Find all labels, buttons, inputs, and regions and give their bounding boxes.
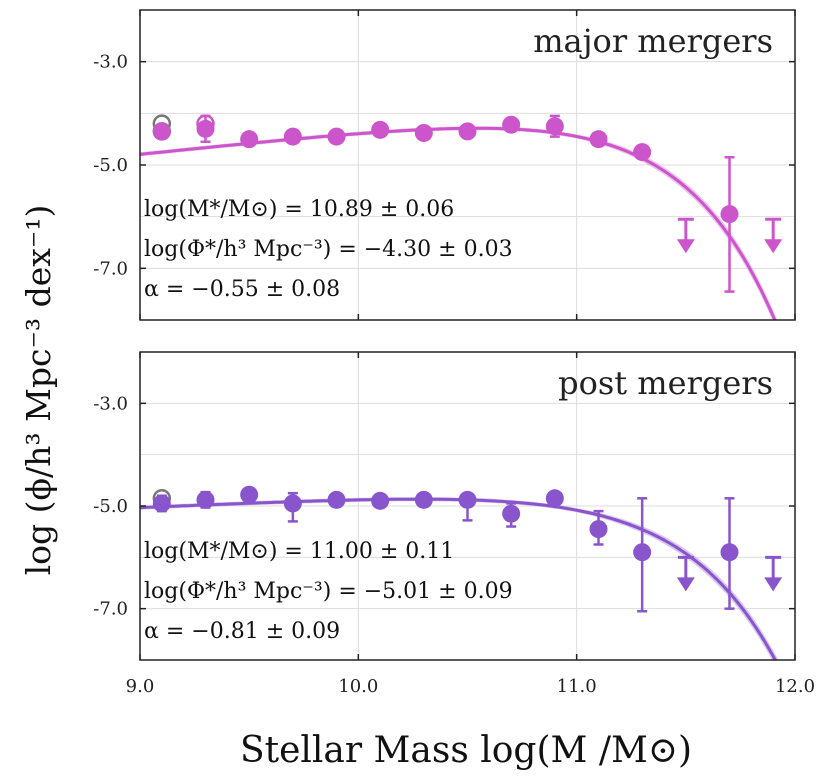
data-point [633, 143, 652, 162]
fit-parameter-annotation: α = −0.55 ± 0.08 [144, 277, 340, 302]
upper-limit-arrowhead [764, 239, 783, 254]
data-point [720, 543, 739, 562]
data-point [545, 489, 564, 508]
panel-title: post mergers [558, 364, 773, 402]
x-tick-label: 11.0 [557, 676, 597, 697]
data-point [458, 122, 477, 141]
upper-limit-arrowhead [764, 577, 783, 592]
fit-parameter-annotation: log(Φ*/h³ Mpc⁻³) = −5.01 ± 0.09 [144, 579, 513, 604]
data-point [240, 130, 259, 149]
data-point [589, 130, 608, 149]
y-axis-label: log (ϕ/h³ Mpc⁻³ dex⁻¹) [19, 205, 58, 576]
panel-major-mergers: -3.0 -5.0 -7.0 major mergers log(M*/M⊙) = 10… [93, 9, 796, 321]
panel-title: major mergers [533, 22, 773, 60]
upper-limit-arrowhead [676, 239, 695, 254]
data-point [283, 494, 302, 513]
data-point [196, 490, 215, 509]
y-tick-label: -7.0 [93, 258, 128, 279]
x-tick-label: 10.0 [338, 676, 378, 697]
y-tick-label: -5.0 [93, 155, 128, 176]
data-point [720, 205, 739, 224]
data-point [152, 122, 171, 141]
fit-group [140, 485, 783, 660]
y-tick-label: -7.0 [93, 599, 128, 620]
data-point [371, 120, 390, 139]
y-tick-label: -3.0 [93, 393, 128, 414]
data-point [371, 491, 390, 510]
data-point [240, 485, 259, 504]
y-tick-label: -5.0 [93, 496, 128, 517]
y-tick-label: -3.0 [93, 52, 128, 73]
panel-post-mergers: -3.0 -5.0 -7.0 9.0 10.0 11.0 12.0 post mergers l… [93, 351, 815, 697]
upper-limit-arrowhead [676, 577, 695, 592]
data-point [502, 504, 521, 523]
x-axis-label: Stellar Mass log(M /M⊙) [240, 730, 692, 771]
data-point [327, 127, 346, 146]
data-point [327, 490, 346, 509]
x-tick-label: 9.0 [126, 676, 155, 697]
data-point [545, 117, 564, 136]
fit-parameter-annotation: log(M*/M⊙) = 10.89 ± 0.06 [144, 197, 454, 222]
data-point [633, 543, 652, 562]
data-point [589, 520, 608, 539]
data-point [283, 127, 302, 146]
data-point [458, 490, 477, 509]
fit-parameter-annotation: log(Φ*/h³ Mpc⁻³) = −4.30 ± 0.03 [144, 237, 513, 262]
data-point [502, 115, 521, 134]
data-point [152, 494, 171, 513]
fit-group [140, 114, 783, 320]
fit-parameter-annotation: α = −0.81 ± 0.09 [144, 619, 340, 644]
fit-parameter-annotation: log(M*/M⊙) = 11.00 ± 0.11 [144, 539, 454, 564]
x-tick-label: 12.0 [775, 676, 815, 697]
data-point [414, 490, 433, 509]
data-point [414, 123, 433, 142]
data-point [196, 119, 215, 138]
